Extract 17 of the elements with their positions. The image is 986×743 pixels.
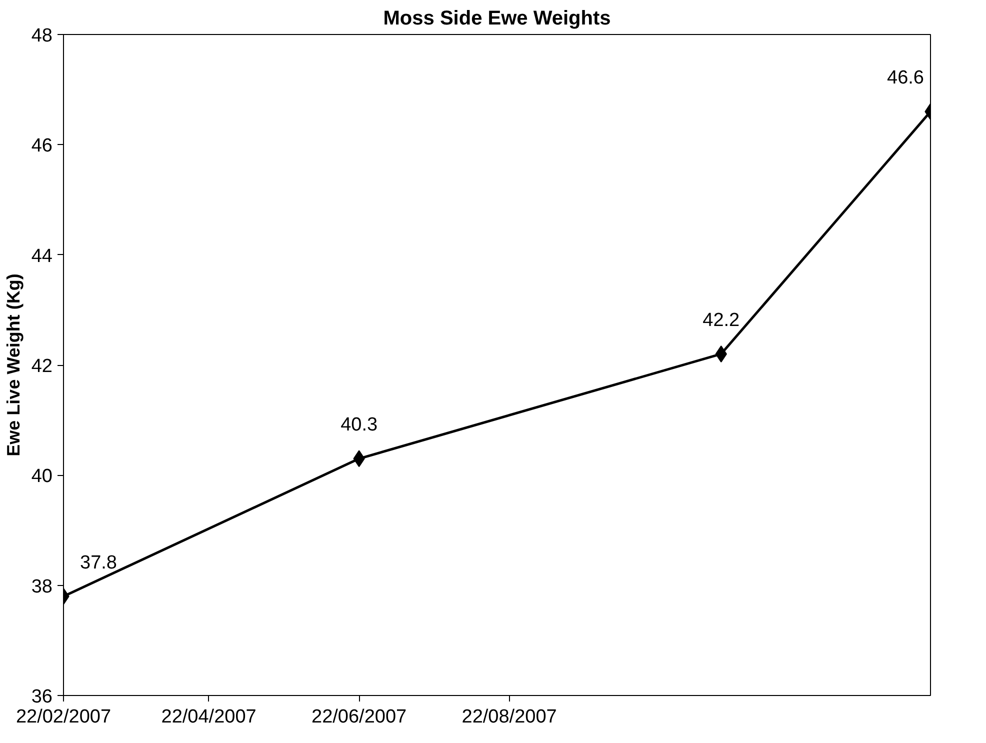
- x-tick-label: 22/06/2007: [312, 706, 407, 728]
- y-axis-title: Ewe Live Weight (Kg): [3, 274, 24, 456]
- y-tick-label: 46: [31, 136, 53, 157]
- y-tick-label: 44: [31, 246, 53, 267]
- x-tick-label: 22/04/2007: [161, 706, 256, 728]
- x-tick-label: 22/08/2007: [462, 706, 557, 728]
- x-tick-label: 22/02/2007: [16, 706, 112, 728]
- y-tick-label: 36: [31, 686, 53, 708]
- chart-title: Moss Side Ewe Weights: [383, 8, 611, 30]
- y-tick-label: 42: [31, 356, 53, 377]
- data-label: 46.6: [887, 68, 924, 89]
- data-label: 37.8: [80, 552, 117, 574]
- data-label: 42.2: [702, 310, 740, 331]
- y-tick-label: 40: [31, 466, 53, 488]
- y-tick-label: 38: [31, 576, 53, 598]
- y-tick-label: 48: [31, 26, 53, 46]
- data-label: 40.3: [340, 414, 378, 436]
